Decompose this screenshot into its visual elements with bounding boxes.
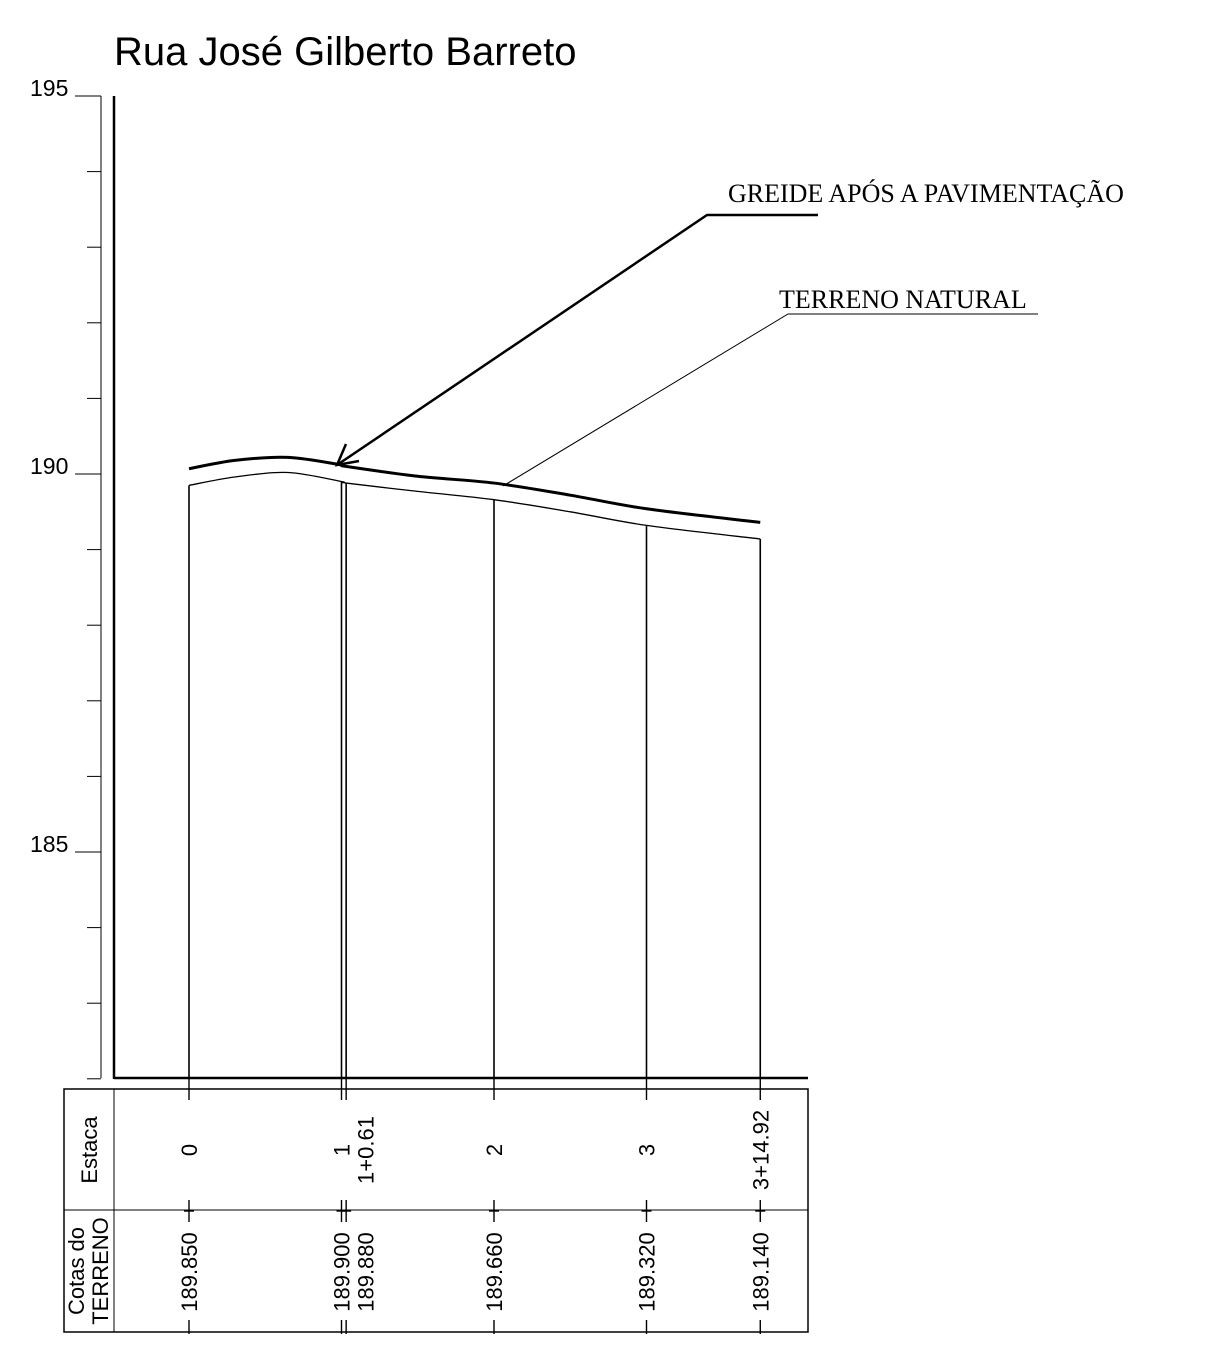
- series-terreno-natural: [188, 471, 761, 540]
- profile-lines: [188, 455, 761, 540]
- cota-label: 189.880: [354, 1232, 379, 1312]
- y-tick-label-190: 190: [30, 453, 68, 479]
- station-label: 0: [177, 1144, 202, 1156]
- station-sublabel: 3+14.92: [748, 1110, 773, 1190]
- cota-label: 189.320: [635, 1232, 660, 1312]
- y-tick-label-195: 195: [30, 75, 68, 101]
- terreno-annotation: TERRENO NATURAL: [779, 285, 1027, 314]
- y-ruler-ticks: [75, 95, 101, 1080]
- greide-annotation: GREIDE APÓS A PAVIMENTAÇÃO: [728, 179, 1124, 208]
- y-tick-label-185: 185: [30, 831, 68, 857]
- row-label-cotas-line1: Cotas do: [64, 1227, 89, 1315]
- station-sublabel: 1+0.61: [354, 1116, 379, 1184]
- cota-label: 189.900: [330, 1232, 355, 1312]
- greide-arrowhead: [334, 443, 360, 467]
- station-label: 1: [330, 1144, 355, 1156]
- terreno-leader-line: [502, 313, 1038, 487]
- station-verticals: [188, 481, 762, 1078]
- station-label: 3: [635, 1144, 660, 1156]
- row-label-cotas-line2: TERRENO: [88, 1217, 113, 1325]
- cota-label: 189.850: [177, 1232, 202, 1312]
- row-label-estaca: Estaca: [77, 1116, 102, 1184]
- chart-title: Rua José Gilberto Barreto: [114, 30, 576, 74]
- table-cells: 0 189.850 1 189.900 1+0.61 189.880 2 189.660 3 18…: [177, 1078, 773, 1334]
- station-label: 2: [482, 1144, 507, 1156]
- cota-label: 189.660: [482, 1232, 507, 1312]
- cota-label: 189.140: [748, 1232, 773, 1312]
- series-greide: [188, 455, 761, 524]
- greide-leader-line: [336, 213, 818, 467]
